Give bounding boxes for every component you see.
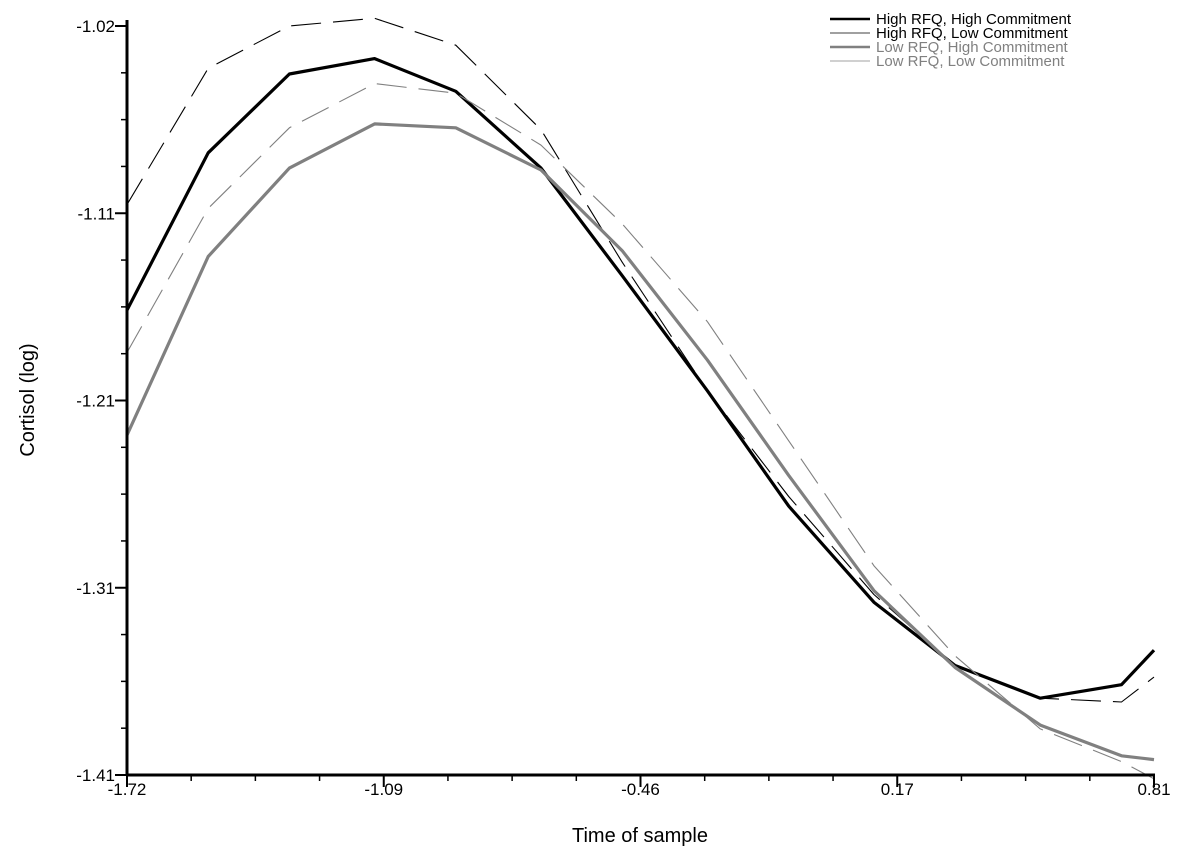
legend-label-4: Low RFQ, Low Commitment xyxy=(876,53,1065,70)
series-line-1 xyxy=(125,56,1156,700)
legend-label-2: High RFQ, Low Commitment xyxy=(876,25,1069,42)
x-tick-label: 0.17 xyxy=(881,780,914,799)
x-axis-title: Time of sample xyxy=(572,825,708,847)
y-tick-label: -1.31 xyxy=(76,579,115,598)
legend-label-1: High RFQ, High Commitment xyxy=(876,11,1072,28)
y-tick-label: -1.02 xyxy=(76,17,115,36)
x-tick-label: -1.72 xyxy=(108,780,147,799)
x-tick-label: -0.46 xyxy=(621,780,660,799)
series-line-4 xyxy=(126,83,1155,780)
series-line-3 xyxy=(125,122,1155,762)
y-tick-label: -1.11 xyxy=(78,204,116,223)
x-tick-label: -1.09 xyxy=(364,780,403,799)
tick-labels: -1.02 -1.11 -1.21 -1.31 -1.41-1.72 -1.09 -0.46… xyxy=(76,17,1170,799)
y-tick-label: -1.41 xyxy=(76,766,115,785)
plot-lines xyxy=(125,17,1156,780)
series-line-2 xyxy=(126,17,1155,703)
axes xyxy=(115,20,1155,787)
legend-label-3: Low RFQ, High Commitment xyxy=(876,39,1069,56)
x-tick-label: 0.81 xyxy=(1137,780,1170,799)
y-axis-title: Cortisol (log) xyxy=(17,343,39,456)
y-tick-label: -1.21 xyxy=(76,392,115,411)
